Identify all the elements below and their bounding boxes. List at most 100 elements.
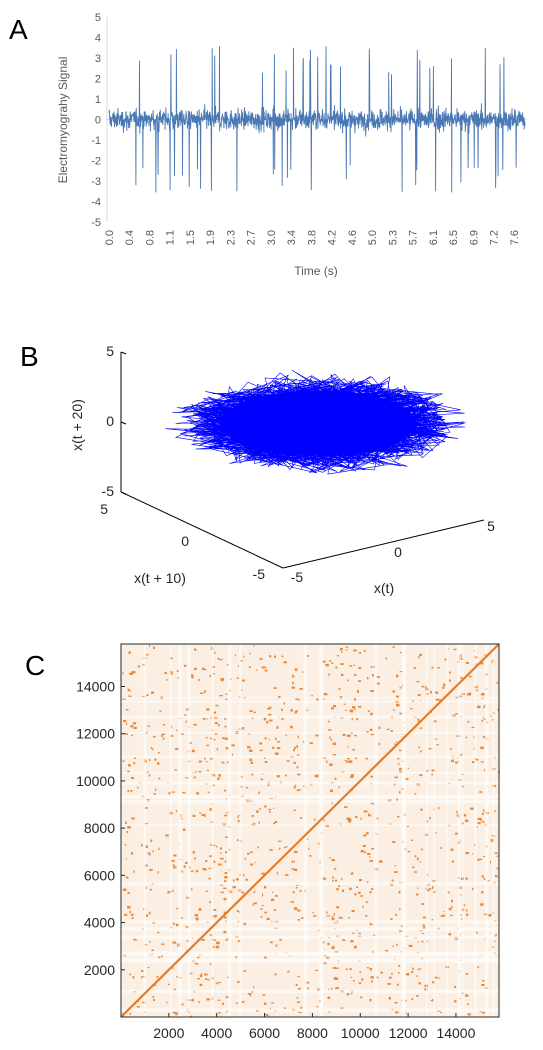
recurrence-point xyxy=(358,667,362,669)
recurrence-point xyxy=(290,901,294,903)
recurrence-point xyxy=(477,705,481,709)
recurrence-point xyxy=(385,657,387,660)
z-tick-label: 5 xyxy=(106,343,114,359)
recurrence-point xyxy=(133,870,135,873)
recurrence-point xyxy=(241,891,245,894)
recurrence-point xyxy=(473,736,475,738)
recurrence-point xyxy=(449,679,451,682)
recurrence-point xyxy=(476,826,478,828)
recurrence-point xyxy=(222,1002,224,1005)
recurrence-point xyxy=(416,681,420,683)
recurrence-point xyxy=(360,996,363,999)
recurrence-point xyxy=(161,943,165,945)
recurrence-point xyxy=(148,774,151,777)
recurrence-point xyxy=(127,892,130,894)
x-tick-label: 2000 xyxy=(153,1025,184,1041)
recurrence-point xyxy=(231,753,233,756)
recurrence-point xyxy=(233,879,235,882)
gap-row xyxy=(121,959,499,963)
recurrence-point xyxy=(296,789,301,791)
recurrence-point xyxy=(206,736,208,739)
recurrence-point xyxy=(170,672,173,675)
recurrence-point xyxy=(216,945,220,949)
recurrence-point xyxy=(322,877,326,880)
recurrence-point xyxy=(342,733,346,736)
recurrence-point xyxy=(345,646,349,648)
recurrence-point xyxy=(132,722,136,725)
recurrence-point xyxy=(171,791,175,793)
recurrence-point xyxy=(264,737,267,740)
recurrence-point xyxy=(369,856,371,858)
recurrence-point xyxy=(327,996,331,999)
recurrence-point xyxy=(182,792,186,794)
recurrence-point xyxy=(235,1002,238,1004)
recurrence-point xyxy=(217,999,221,1001)
recurrence-point xyxy=(395,913,397,916)
recurrence-point xyxy=(254,861,256,864)
recurrence-point xyxy=(294,711,297,714)
recurrence-point xyxy=(429,888,432,890)
recurrence-point xyxy=(414,871,417,873)
recurrence-point xyxy=(220,852,222,854)
z-axis-title: x(t + 20) xyxy=(69,399,85,451)
recurrence-point xyxy=(421,848,423,851)
recurrence-point xyxy=(392,945,394,947)
recurrence-point xyxy=(220,678,224,681)
recurrence-point xyxy=(406,973,410,976)
gap-column xyxy=(402,644,406,1017)
recurrence-point xyxy=(481,875,484,878)
recurrence-point xyxy=(126,831,128,833)
recurrence-point xyxy=(362,905,364,908)
recurrence-point xyxy=(272,891,274,893)
recurrence-point xyxy=(225,996,230,999)
recurrence-point xyxy=(225,693,228,695)
recurrence-point xyxy=(454,1000,457,1003)
recurrence-point xyxy=(397,757,400,760)
y-tick-label: 1 xyxy=(95,94,101,106)
recurrence-point xyxy=(434,691,439,694)
recurrence-point xyxy=(440,1011,442,1013)
recurrence-point xyxy=(157,762,160,765)
recurrence-point xyxy=(408,944,413,947)
recurrence-point xyxy=(204,973,208,976)
recurrence-point xyxy=(133,938,137,941)
recurrence-point xyxy=(250,851,253,853)
recurrence-point xyxy=(340,1007,344,1009)
recurrence-point xyxy=(172,864,175,867)
recurrence-point xyxy=(394,743,398,745)
recurrence-point xyxy=(236,878,239,881)
recurrence-point xyxy=(480,819,482,822)
x-tick-label: 4000 xyxy=(201,1025,232,1041)
recurrence-point xyxy=(248,733,250,735)
recurrence-point xyxy=(147,967,150,969)
emg-signal-line xyxy=(108,46,526,193)
recurrence-point xyxy=(335,977,339,980)
recurrence-point xyxy=(182,828,186,831)
recurrence-point xyxy=(437,667,440,669)
recurrence-point xyxy=(176,670,179,672)
recurrence-point xyxy=(417,887,419,889)
z-tick-mark xyxy=(120,421,127,425)
recurrence-point xyxy=(292,674,294,677)
recurrence-point xyxy=(283,1007,287,1009)
recurrence-point xyxy=(448,907,452,911)
recurrence-point xyxy=(224,814,228,817)
recurrence-point xyxy=(352,932,354,934)
recurrence-point xyxy=(438,807,440,810)
recurrence-point xyxy=(191,676,194,679)
recurrence-point xyxy=(297,773,301,776)
recurrence-point xyxy=(172,967,174,969)
recurrence-point xyxy=(331,917,335,921)
recurrence-point xyxy=(176,907,179,910)
recurrence-point xyxy=(241,1001,245,1003)
recurrence-point xyxy=(417,857,419,861)
recurrence-point xyxy=(476,931,478,934)
recurrence-point xyxy=(264,886,267,889)
recurrence-point xyxy=(293,761,296,764)
recurrence-point xyxy=(443,683,446,687)
y-tick-label: 2 xyxy=(95,74,101,86)
recurrence-point xyxy=(332,879,334,882)
recurrence-point xyxy=(175,1013,178,1016)
recurrence-point xyxy=(172,941,176,944)
recurrence-point xyxy=(309,742,313,744)
